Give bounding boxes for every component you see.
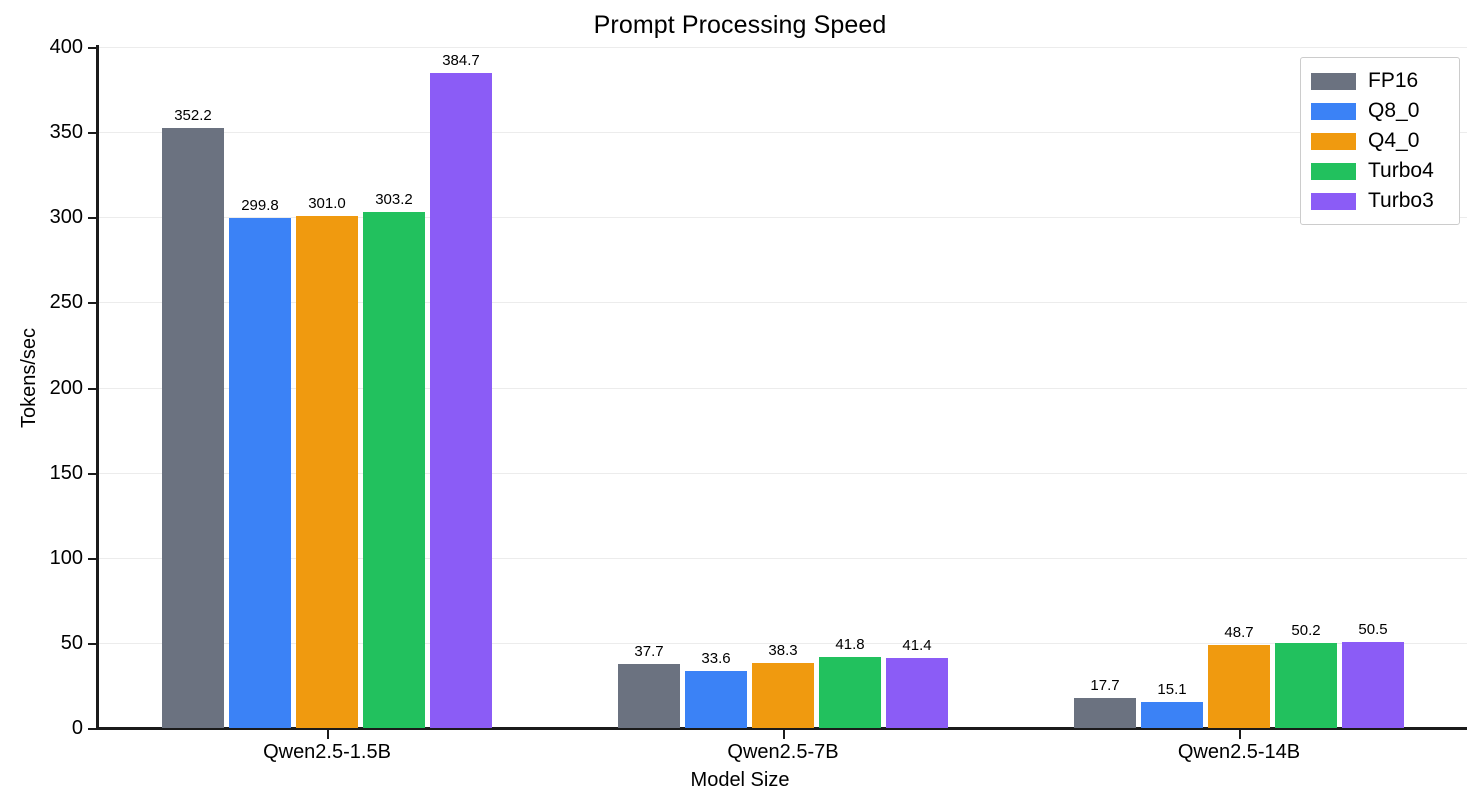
x-axis-label: Model Size: [690, 769, 790, 791]
bar-value-label: 301.0: [308, 195, 346, 212]
bar-value-label: 50.2: [1291, 622, 1321, 639]
y-tick-label: 50: [60, 632, 83, 654]
y-tick-label: 100: [49, 547, 83, 569]
bar: [430, 73, 492, 728]
bar: [618, 664, 680, 728]
y-tick-mark: [88, 132, 97, 134]
bar: [1074, 698, 1136, 728]
bar-value-label: 38.3: [768, 642, 798, 659]
bars-layer: 352.2 299.8 301.0 303.2 384.7 37.7 33.6 38.3 41.…: [99, 47, 1467, 728]
legend-label: Turbo4: [1368, 159, 1434, 182]
legend-swatch-icon: [1311, 162, 1356, 180]
bar-value-label: 352.2: [174, 107, 212, 124]
y-tick-mark: [88, 47, 97, 49]
x-tick-label: Qwen2.5-1.5B: [263, 741, 391, 763]
bar: [1342, 642, 1404, 728]
legend-swatch-icon: [1311, 72, 1356, 90]
legend-label: FP16: [1368, 69, 1419, 92]
y-tick-mark: [88, 302, 97, 304]
bar: [886, 658, 948, 728]
x-tick-label: Qwen2.5-14B: [1177, 741, 1301, 763]
gridline: [99, 302, 1467, 303]
bar-value-label: 33.6: [701, 650, 731, 667]
bar-value-label: 17.7: [1090, 677, 1120, 694]
y-tick-label: 400: [49, 36, 83, 58]
gridline: [99, 132, 1467, 133]
gridline: [99, 217, 1467, 218]
legend-item[interactable]: FP16: [1311, 66, 1449, 96]
bar-value-label: 37.7: [634, 643, 664, 660]
legend-item[interactable]: Q8_0: [1311, 96, 1449, 126]
bar: [1275, 643, 1337, 728]
bar: [1208, 645, 1270, 728]
y-tick-label: 200: [49, 377, 83, 399]
x-tick-label: Qwen2.5-7B: [727, 741, 839, 763]
y-tick-mark: [88, 388, 97, 390]
y-tick-mark: [88, 217, 97, 219]
y-tick-mark: [88, 473, 97, 475]
legend-item[interactable]: Q4_0: [1311, 126, 1449, 156]
y-tick-label: 300: [49, 206, 83, 228]
x-tick-mark: [327, 730, 329, 739]
bar: [1141, 702, 1203, 728]
chart-legend: FP16 Q8_0 Q4_0 Turbo4 Turbo3: [1300, 57, 1460, 225]
legend-label: Turbo3: [1368, 189, 1434, 212]
bar-value-label: 303.2: [375, 191, 413, 208]
bar: [685, 671, 747, 728]
bar-value-label: 48.7: [1224, 624, 1254, 641]
y-tick-label: 150: [49, 462, 83, 484]
bar-value-label: 15.1: [1157, 681, 1187, 698]
chart-title: Prompt Processing Speed: [593, 11, 887, 39]
y-tick-mark: [88, 643, 97, 645]
gridline: [99, 558, 1467, 559]
bar: [162, 128, 224, 728]
legend-swatch-icon: [1311, 192, 1356, 210]
legend-label: Q4_0: [1368, 129, 1420, 152]
legend-swatch-icon: [1311, 132, 1356, 150]
bar-value-label: 41.8: [835, 636, 865, 653]
y-tick-mark: [88, 558, 97, 560]
gridline: [99, 643, 1467, 644]
gridline: [99, 473, 1467, 474]
x-axis-spine: [99, 727, 1467, 730]
legend-item[interactable]: Turbo3: [1311, 186, 1449, 216]
legend-swatch-icon: [1311, 102, 1356, 120]
legend-label: Q8_0: [1368, 99, 1420, 122]
y-tick-label: 350: [49, 121, 83, 143]
gridline: [99, 47, 1467, 48]
legend-item[interactable]: Turbo4: [1311, 156, 1449, 186]
bar-value-label: 384.7: [442, 52, 480, 69]
bar: [819, 657, 881, 728]
bar: [752, 663, 814, 728]
y-axis-spine: [96, 45, 99, 730]
y-tick-label: 250: [49, 291, 83, 313]
bar-value-label: 299.8: [241, 197, 279, 214]
y-tick-label: 0: [71, 717, 83, 739]
y-tick-mark: [88, 728, 97, 730]
bar-value-label: 41.4: [902, 637, 932, 654]
x-tick-mark: [783, 730, 785, 739]
y-axis-label: Tokens/sec: [18, 327, 40, 429]
bar: [229, 218, 291, 728]
x-tick-mark: [1239, 730, 1241, 739]
gridline: [99, 388, 1467, 389]
bar: [363, 212, 425, 728]
bar-value-label: 50.5: [1358, 621, 1388, 638]
bar: [296, 216, 358, 728]
